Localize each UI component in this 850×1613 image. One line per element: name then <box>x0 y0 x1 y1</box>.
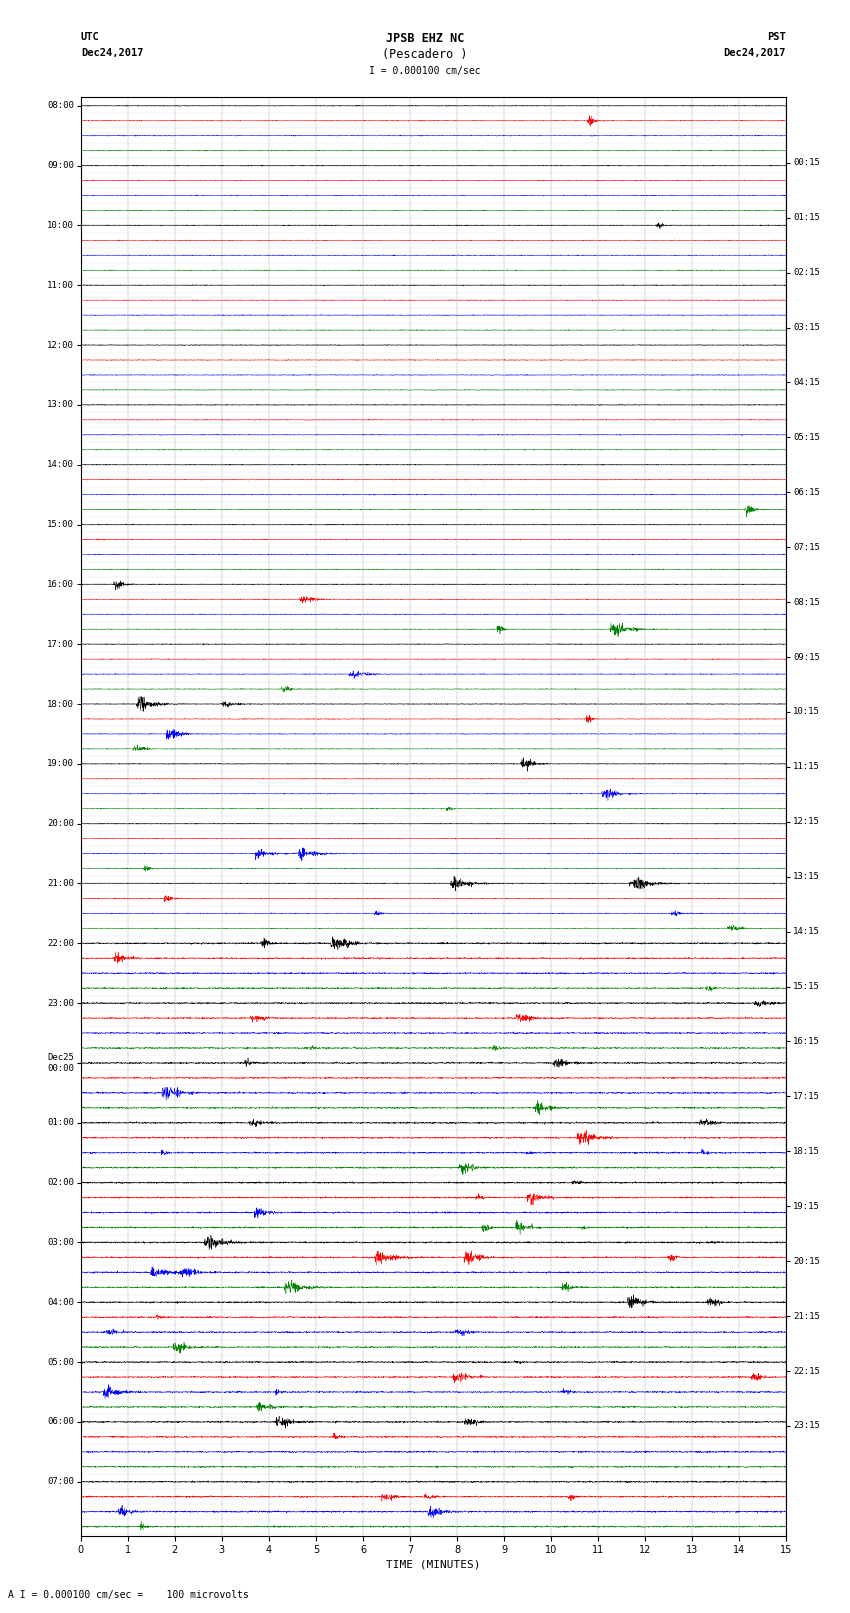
Text: (Pescadero ): (Pescadero ) <box>382 48 468 61</box>
Text: A I = 0.000100 cm/sec =    100 microvolts: A I = 0.000100 cm/sec = 100 microvolts <box>8 1590 249 1600</box>
Text: Dec24,2017: Dec24,2017 <box>723 48 786 58</box>
Text: Dec24,2017: Dec24,2017 <box>81 48 144 58</box>
Text: UTC: UTC <box>81 32 99 42</box>
X-axis label: TIME (MINUTES): TIME (MINUTES) <box>386 1560 481 1569</box>
Text: PST: PST <box>768 32 786 42</box>
Text: I = 0.000100 cm/sec: I = 0.000100 cm/sec <box>369 66 481 76</box>
Text: JPSB EHZ NC: JPSB EHZ NC <box>386 32 464 45</box>
